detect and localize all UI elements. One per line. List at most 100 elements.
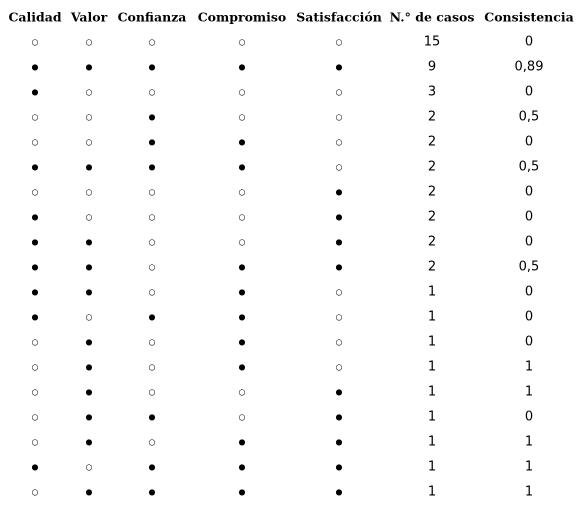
indicator-dot: ○ (336, 138, 343, 147)
indicator-dot: ○ (32, 138, 39, 147)
indicator-dot: ● (336, 213, 343, 222)
cell-value: 0,5 (519, 260, 540, 275)
cell-value: 2 (428, 160, 436, 175)
cell-value: 0,89 (515, 60, 544, 75)
indicator-dot: ● (239, 438, 246, 447)
cell-value: 0 (525, 35, 533, 50)
cell-value: 1 (525, 435, 533, 450)
indicator-dot: ○ (149, 238, 156, 247)
indicator-dot: ○ (149, 288, 156, 297)
cell-value: 1 (525, 460, 533, 475)
cell-value: 1 (428, 385, 436, 400)
indicator-dot: ○ (336, 113, 343, 122)
cell-value: 1 (525, 385, 533, 400)
indicator-dot: ● (149, 413, 156, 422)
indicator-dot: ● (149, 138, 156, 147)
indicator-dot: ● (239, 488, 246, 497)
indicator-dot: ○ (239, 38, 246, 47)
indicator-dot: ○ (149, 438, 156, 447)
indicator-dot: ○ (32, 488, 39, 497)
indicator-dot: ○ (86, 113, 93, 122)
indicator-dot: ● (32, 288, 39, 297)
indicator-dot: ● (336, 63, 343, 72)
cell-value: 2 (428, 110, 436, 125)
indicator-dot: ○ (149, 38, 156, 47)
indicator-dot: ○ (239, 113, 246, 122)
cell-value: 0,5 (519, 160, 540, 175)
indicator-dot: ○ (32, 388, 39, 397)
indicator-dot: ● (86, 163, 93, 172)
cell-value: 9 (428, 60, 436, 75)
cell-value: 3 (428, 85, 436, 100)
indicator-dot: ● (239, 138, 246, 147)
indicator-dot: ● (239, 63, 246, 72)
indicator-dot: ● (149, 163, 156, 172)
indicator-dot: ● (86, 338, 93, 347)
indicator-dot: ○ (32, 363, 39, 372)
indicator-dot: ● (149, 463, 156, 472)
indicator-dot: ○ (32, 438, 39, 447)
indicator-dot: ● (32, 463, 39, 472)
cell-value: 1 (428, 410, 436, 425)
cell-value: 2 (428, 260, 436, 275)
indicator-dot: ● (239, 338, 246, 347)
indicator-dot: ● (239, 363, 246, 372)
cell-value: 0 (525, 285, 533, 300)
cell-value: 1 (428, 435, 436, 450)
cell-value: 1 (525, 485, 533, 500)
indicator-dot: ● (32, 313, 39, 322)
indicator-dot: ● (239, 288, 246, 297)
indicator-dot: ● (336, 263, 343, 272)
indicator-dot: ● (32, 213, 39, 222)
indicator-dot: ● (149, 113, 156, 122)
indicator-dot: ○ (86, 138, 93, 147)
cell-value: 1 (428, 460, 436, 475)
indicator-dot: ○ (239, 213, 246, 222)
indicator-dot: ○ (239, 88, 246, 97)
cell-value: 0 (525, 310, 533, 325)
cell-value: 0 (525, 235, 533, 250)
indicator-dot: ○ (149, 188, 156, 197)
indicator-dot: ● (86, 63, 93, 72)
indicator-dot: ● (149, 63, 156, 72)
indicator-dot: ○ (336, 313, 343, 322)
indicator-dot: ○ (32, 188, 39, 197)
indicator-dot: ● (86, 363, 93, 372)
indicator-dot: ○ (149, 88, 156, 97)
indicator-dot: ○ (86, 38, 93, 47)
cell-value: 0 (525, 185, 533, 200)
indicator-dot: ○ (86, 188, 93, 197)
indicator-dot: ● (86, 388, 93, 397)
indicator-dot: ● (336, 413, 343, 422)
column-header: Calidad (8, 10, 61, 25)
indicator-dot: ● (32, 163, 39, 172)
indicator-dot: ○ (86, 213, 93, 222)
indicator-dot: ● (86, 263, 93, 272)
indicator-dot: ○ (336, 88, 343, 97)
cell-value: 1 (428, 335, 436, 350)
cell-value: 0 (525, 410, 533, 425)
indicator-dot: ● (86, 488, 93, 497)
cell-value: 1 (428, 485, 436, 500)
cell-value: 0 (525, 135, 533, 150)
column-header: Compromiso (198, 10, 287, 25)
indicator-dot: ● (86, 413, 93, 422)
indicator-dot: ● (239, 263, 246, 272)
cell-value: 15 (424, 35, 441, 50)
column-header: Consistencia (484, 10, 573, 25)
indicator-dot: ● (239, 313, 246, 322)
indicator-dot: ○ (32, 338, 39, 347)
indicator-dot: ○ (86, 88, 93, 97)
indicator-dot: ○ (336, 338, 343, 347)
indicator-dot: ● (86, 288, 93, 297)
indicator-dot: ● (149, 313, 156, 322)
indicator-dot: ● (86, 238, 93, 247)
indicator-dot: ○ (32, 413, 39, 422)
indicator-dot: ● (336, 188, 343, 197)
indicator-dot: ● (32, 88, 39, 97)
column-header: Confianza (118, 10, 187, 25)
cell-value: 0 (525, 85, 533, 100)
cell-value: 0 (525, 210, 533, 225)
indicator-dot: ○ (239, 388, 246, 397)
